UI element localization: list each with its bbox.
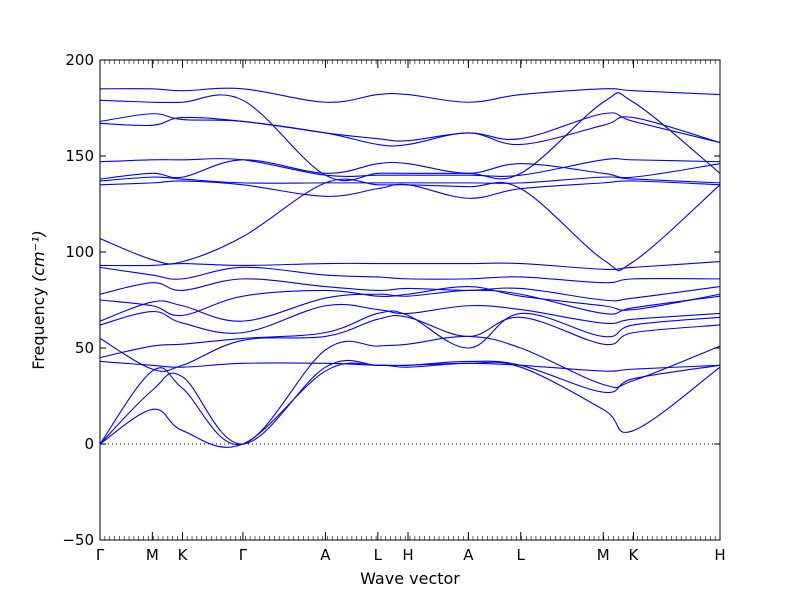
band-line-10 [99, 278, 721, 302]
x-tick-label: A [463, 546, 474, 564]
band-lines [99, 87, 721, 448]
x-tick-label: K [629, 546, 640, 564]
band-line-17 [99, 157, 721, 177]
x-tick-label: K [178, 546, 189, 564]
x-tick-label: A [320, 546, 331, 564]
band-line-14 [99, 180, 721, 199]
x-tick-label: H [402, 546, 413, 564]
x-tick-label: M [146, 546, 159, 564]
y-tick-label: 150 [65, 147, 94, 165]
y-axis-label: Frequency (cm⁻¹) [29, 230, 48, 369]
band-line-3 [99, 335, 721, 446]
y-tick-label: 50 [75, 339, 94, 357]
x-tick-label: H [714, 546, 725, 564]
band-line-5 [99, 315, 721, 372]
band-line-7 [99, 303, 721, 334]
band-line-6 [99, 310, 721, 359]
x-tick-label: L [374, 546, 383, 564]
y-axis-label-group: Frequency (cm⁻¹) [29, 230, 48, 369]
x-tick-label: Γ [239, 546, 248, 564]
x-axis-minor-ticks [104, 60, 716, 540]
band-line-12 [99, 261, 721, 271]
y-tick-label: −50 [62, 531, 94, 549]
x-tick-label: M [597, 546, 610, 564]
band-line-9 [99, 286, 721, 317]
x-axis-label: Wave vector [360, 569, 460, 588]
y-tick-label: 100 [65, 243, 94, 261]
band-line-1 [99, 361, 721, 448]
x-tick-label: Γ [96, 546, 105, 564]
plot-frame [99, 59, 721, 541]
y-tick-label: 0 [84, 435, 94, 453]
band-line-20 [99, 92, 721, 182]
band-line-4 [99, 360, 721, 372]
x-tick-label: L [517, 546, 526, 564]
band-line-19 [99, 116, 721, 147]
y-tick-label: 200 [65, 51, 94, 69]
band-line-16 [99, 159, 721, 180]
band-line-18 [99, 112, 721, 144]
band-line-11 [99, 266, 721, 284]
band-line-21 [99, 87, 721, 103]
band-line-15 [99, 176, 721, 184]
